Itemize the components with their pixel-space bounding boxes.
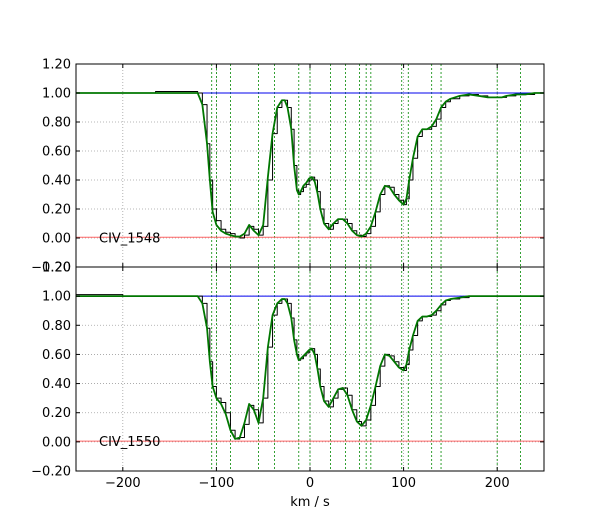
series-model-line xyxy=(76,92,544,238)
y-tick-label: 1.00 xyxy=(42,87,71,102)
x-tick-label: 200 xyxy=(485,476,510,491)
x-axis-label: km / s xyxy=(290,495,330,510)
y-tick-label: 1.00 xyxy=(42,290,71,305)
x-tick-label: 100 xyxy=(391,476,416,491)
y-tick-label: −0.20 xyxy=(31,465,71,480)
panel-label: CIV_1550 xyxy=(99,435,160,450)
series-model-line xyxy=(76,295,544,440)
x-tick-label: 0 xyxy=(306,476,314,491)
y-tick-label: −0.20 xyxy=(31,261,71,276)
x-tick-label: −100 xyxy=(199,476,235,491)
y-tick-label: 1.20 xyxy=(42,261,71,276)
y-tick-label: 0.20 xyxy=(42,203,71,218)
y-tick-label: 0.40 xyxy=(42,174,71,189)
y-tick-label: 0.60 xyxy=(42,145,71,160)
y-tick-label: 0.00 xyxy=(42,232,71,247)
y-tick-label: 0.40 xyxy=(42,377,71,392)
y-tick-label: 1.20 xyxy=(42,58,71,73)
panel-label: CIV_1548 xyxy=(99,231,160,246)
panel-civ-1548: −0.20 0.00 0.20 0.40 0.60 0.80 1.00 1.20 CIV_154… xyxy=(31,58,545,276)
y-tick-label: 0.00 xyxy=(42,435,71,450)
y-tick-label: 0.60 xyxy=(42,348,71,363)
y-tick-label: 0.80 xyxy=(42,116,71,131)
panel-civ-1550: −0.20 0.00 0.20 0.40 0.60 0.80 1.00 1.20 −200 −10… xyxy=(31,261,545,510)
x-tick-label: −200 xyxy=(105,476,141,491)
y-tick-label: 0.80 xyxy=(42,319,71,334)
y-tick-label: 0.20 xyxy=(42,406,71,421)
